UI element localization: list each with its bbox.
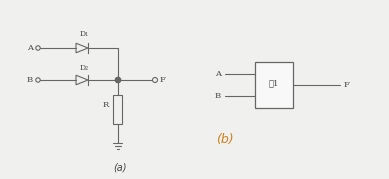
Circle shape [152,78,158,83]
Text: (a): (a) [113,163,127,173]
Text: (b): (b) [216,134,234,146]
Text: A: A [27,44,33,52]
Text: D₁: D₁ [79,30,89,38]
Circle shape [36,46,40,50]
Bar [255,62,293,108]
Text: F: F [344,81,350,89]
Bar [114,95,123,124]
Text: ≧1: ≧1 [269,79,279,87]
Text: A: A [215,70,221,78]
Text: D₂: D₂ [79,64,89,72]
Text: F: F [160,76,166,84]
Circle shape [36,78,40,82]
Text: B: B [27,76,33,84]
Circle shape [115,77,121,83]
Text: B: B [215,92,221,100]
Text: R: R [103,101,109,109]
